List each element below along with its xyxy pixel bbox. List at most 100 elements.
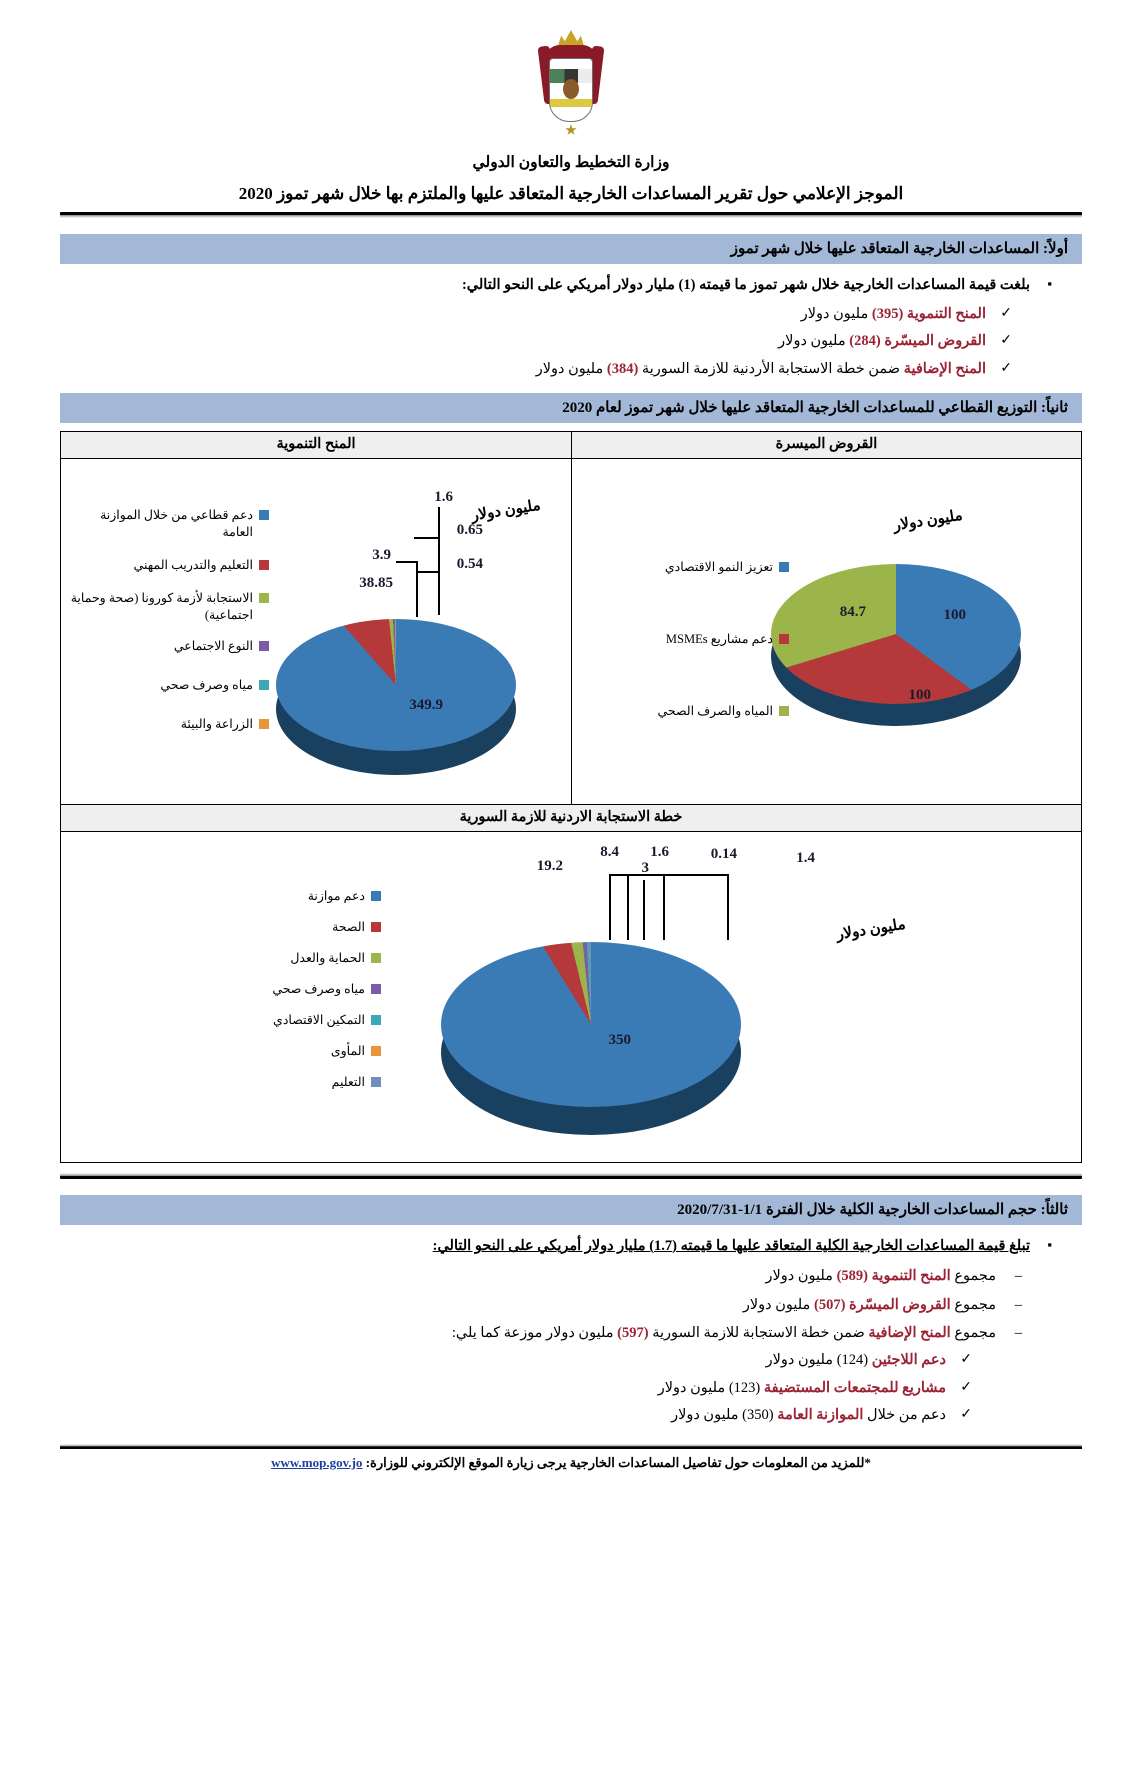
chart-syria-label-3: 3 [641, 860, 650, 877]
item-suffix: مليون دولار [742, 1296, 811, 1313]
legend-item: تعزيز النمو الاقتصادي [594, 559, 789, 576]
legend-label: مياه وصرف صحي [272, 982, 365, 997]
legend-item: دعم قطاعي من خلال الموازنة العامة [69, 507, 269, 541]
legend-swatch-icon [371, 1014, 381, 1025]
leader-line [418, 571, 440, 574]
chart-loans-label-1: 100 [908, 687, 932, 704]
ministry-name: وزارة التخطيط والتعاون الدولي [472, 154, 670, 171]
chart-syria-title: خطة الاستجابة الاردنية للازمة السورية [61, 805, 1081, 833]
chart-loans-legend: تعزيز النمو الاقتصادي دعم مشاريع MSMEs ا… [594, 559, 789, 734]
chart-syria-unit: مليون دولار [835, 917, 907, 944]
legend-label: تعزيز النمو الاقتصادي [664, 560, 773, 575]
chart-grants-label-0: 349.9 [409, 697, 443, 714]
chart-grants-label-1: 38.85 [359, 575, 393, 592]
footer-divider [60, 1443, 1082, 1449]
chart-syria-body: مليون دولار 19.2 8.4 1.6 3 [61, 832, 1081, 1163]
item-suffix: مليون دولار [535, 360, 604, 377]
chart-loans-body: مليون دولار 100 100 84.7 تعزيز النمو الا… [572, 459, 1081, 805]
item-label: القروض الميسّرة [849, 1296, 951, 1313]
legend-label: الاستجابة لأزمة كورونا (صحة وحماية اجتما… [70, 591, 253, 622]
lead-text-before: بلغت قيمة المساعدات الخارجية خلال شهر تم… [695, 277, 1030, 293]
legend-swatch-icon [259, 718, 269, 729]
ministry-website-link[interactable]: www.mop.gov.jo [271, 1454, 363, 1470]
section-1-header: أولاً: المساعدات الخارجية المتعاقد عليها… [60, 234, 1082, 264]
chart-loans-unit: مليون دولار [892, 508, 964, 535]
section-1-items: المنح التنموية (395) مليون دولار القروض … [60, 301, 1082, 384]
leader-line [416, 561, 418, 618]
list-item: مجموع القروض الميسّرة (507) مليون دولار [60, 1291, 1022, 1320]
leader-line [727, 874, 729, 941]
section-3-lead-list: تبلغ قيمة المساعدات الخارجية الكلية المت… [60, 1233, 1082, 1260]
legend-swatch-icon [779, 706, 789, 717]
legend-label: التعليم [331, 1074, 365, 1089]
item-label: دعم اللاجئين [871, 1352, 946, 1369]
legend-swatch-icon [259, 510, 269, 521]
legend-item: الاستجابة لأزمة كورونا (صحة وحماية اجتما… [69, 590, 269, 624]
item-suffix: مليون دولار [778, 333, 846, 350]
list-item: دعم من خلال الموازنة العامة (350) مليون … [60, 1402, 972, 1430]
item-suffix: مليون دولار [671, 1407, 739, 1424]
legend-label: دعم مشاريع MSMEs [665, 632, 773, 647]
legend-item: الحماية والعدل [231, 950, 381, 967]
emblem-container [60, 0, 1082, 145]
chart-loans-title: القروض الميسرة [572, 432, 1081, 460]
chart-syria-label-2: 8.4 [600, 844, 619, 861]
item-suffix: مليون دولار [657, 1379, 726, 1396]
item-value: (395) [871, 305, 904, 322]
item-value: (384) [606, 360, 639, 377]
chart-syria-legend: دعم موازنة الصحة الحماية والعدل مياه وصر… [231, 888, 381, 1104]
item-value: (284) [849, 333, 881, 350]
legend-item: دعم موازنة [231, 888, 381, 905]
item-suffix: مليون دولار موزعة كما يلي: [451, 1324, 614, 1341]
footer-note: *للمزيد من المعلومات حول تفاصيل المساعدا… [60, 1455, 1082, 1471]
section-3-lead-item: تبلغ قيمة المساعدات الخارجية الكلية المت… [60, 1233, 1052, 1260]
item-value: (123) [728, 1379, 761, 1396]
leader-line [414, 537, 440, 540]
footer-text-before: *للمزيد من المعلومات حول تفاصيل المساعدا… [362, 1454, 871, 1470]
legend-swatch-icon [779, 634, 789, 645]
chart-syria-label-4: 1.6 [650, 844, 669, 861]
legend-swatch-icon [371, 922, 381, 933]
chart-syria-label-6: 1.4 [796, 850, 815, 867]
leader-line [396, 561, 418, 564]
legend-label: الحماية والعدل [290, 951, 365, 966]
list-item: دعم اللاجئين (124) مليون دولار [60, 1347, 972, 1375]
leader-line [663, 874, 729, 877]
item-value: (350) [742, 1407, 774, 1424]
legend-swatch-icon [259, 679, 269, 690]
chart-grants-legend: دعم قطاعي من خلال الموازنة العامة التعلي… [69, 507, 269, 746]
legend-item: دعم مشاريع MSMEs [594, 631, 789, 648]
lead-amount: (1.7) [649, 1238, 677, 1255]
legend-item: الزراعة والبيئة [69, 716, 269, 733]
legend-label: المياه والصرف الصحي [657, 704, 773, 719]
leader-line [643, 874, 665, 877]
legend-label: النوع الاجتماعي [173, 638, 253, 653]
chart-grants-unit: مليون دولار [470, 498, 542, 525]
chart-grants-label-2: 3.9 [372, 547, 391, 564]
section-3-header: ثالثاً: حجم المساعدات الخارجية الكلية خل… [60, 1195, 1082, 1226]
chart-development-grants: المنح التنموية مليون دولار 1.6 [61, 432, 571, 805]
legend-label: المأوى [330, 1043, 365, 1058]
legend-item: مياه وصرف صحي [231, 981, 381, 998]
item-mid: ضمن خطة الاستجابة الأردنية للازمة السوري… [641, 360, 901, 377]
legend-item: الصحة [231, 919, 381, 936]
legend-item: النوع الاجتماعي [69, 638, 269, 655]
item-label: المنح الإضافية [868, 1324, 951, 1341]
item-label: المنح الإضافية [903, 360, 986, 377]
legend-label: الصحة [332, 920, 365, 935]
legend-label: دعم قطاعي من خلال الموازنة العامة [100, 508, 253, 540]
chart-loans-pie [771, 564, 1021, 744]
list-item: المنح الإضافية ضمن خطة الاستجابة الأردني… [60, 356, 1012, 384]
item-mid: ضمن خطة الاستجابة للازمة السورية [652, 1324, 865, 1341]
list-item: القروض الميسّرة (284) مليون دولار [60, 328, 1012, 356]
legend-item: التعليم [231, 1074, 381, 1091]
header-divider [60, 212, 1082, 218]
chart-grants-title: المنح التنموية [61, 432, 571, 460]
charts-frame: القروض الميسرة مليون دولار 100 100 84.7 [60, 431, 1082, 1164]
item-value: (124) [836, 1352, 869, 1369]
section-1-lead-item: بلغت قيمة المساعدات الخارجية خلال شهر تم… [60, 272, 1052, 299]
section-1-lead-list: بلغت قيمة المساعدات الخارجية خلال شهر تم… [60, 272, 1082, 299]
chart-loans: القروض الميسرة مليون دولار 100 100 84.7 [571, 432, 1081, 805]
legend-swatch-icon [779, 562, 789, 573]
